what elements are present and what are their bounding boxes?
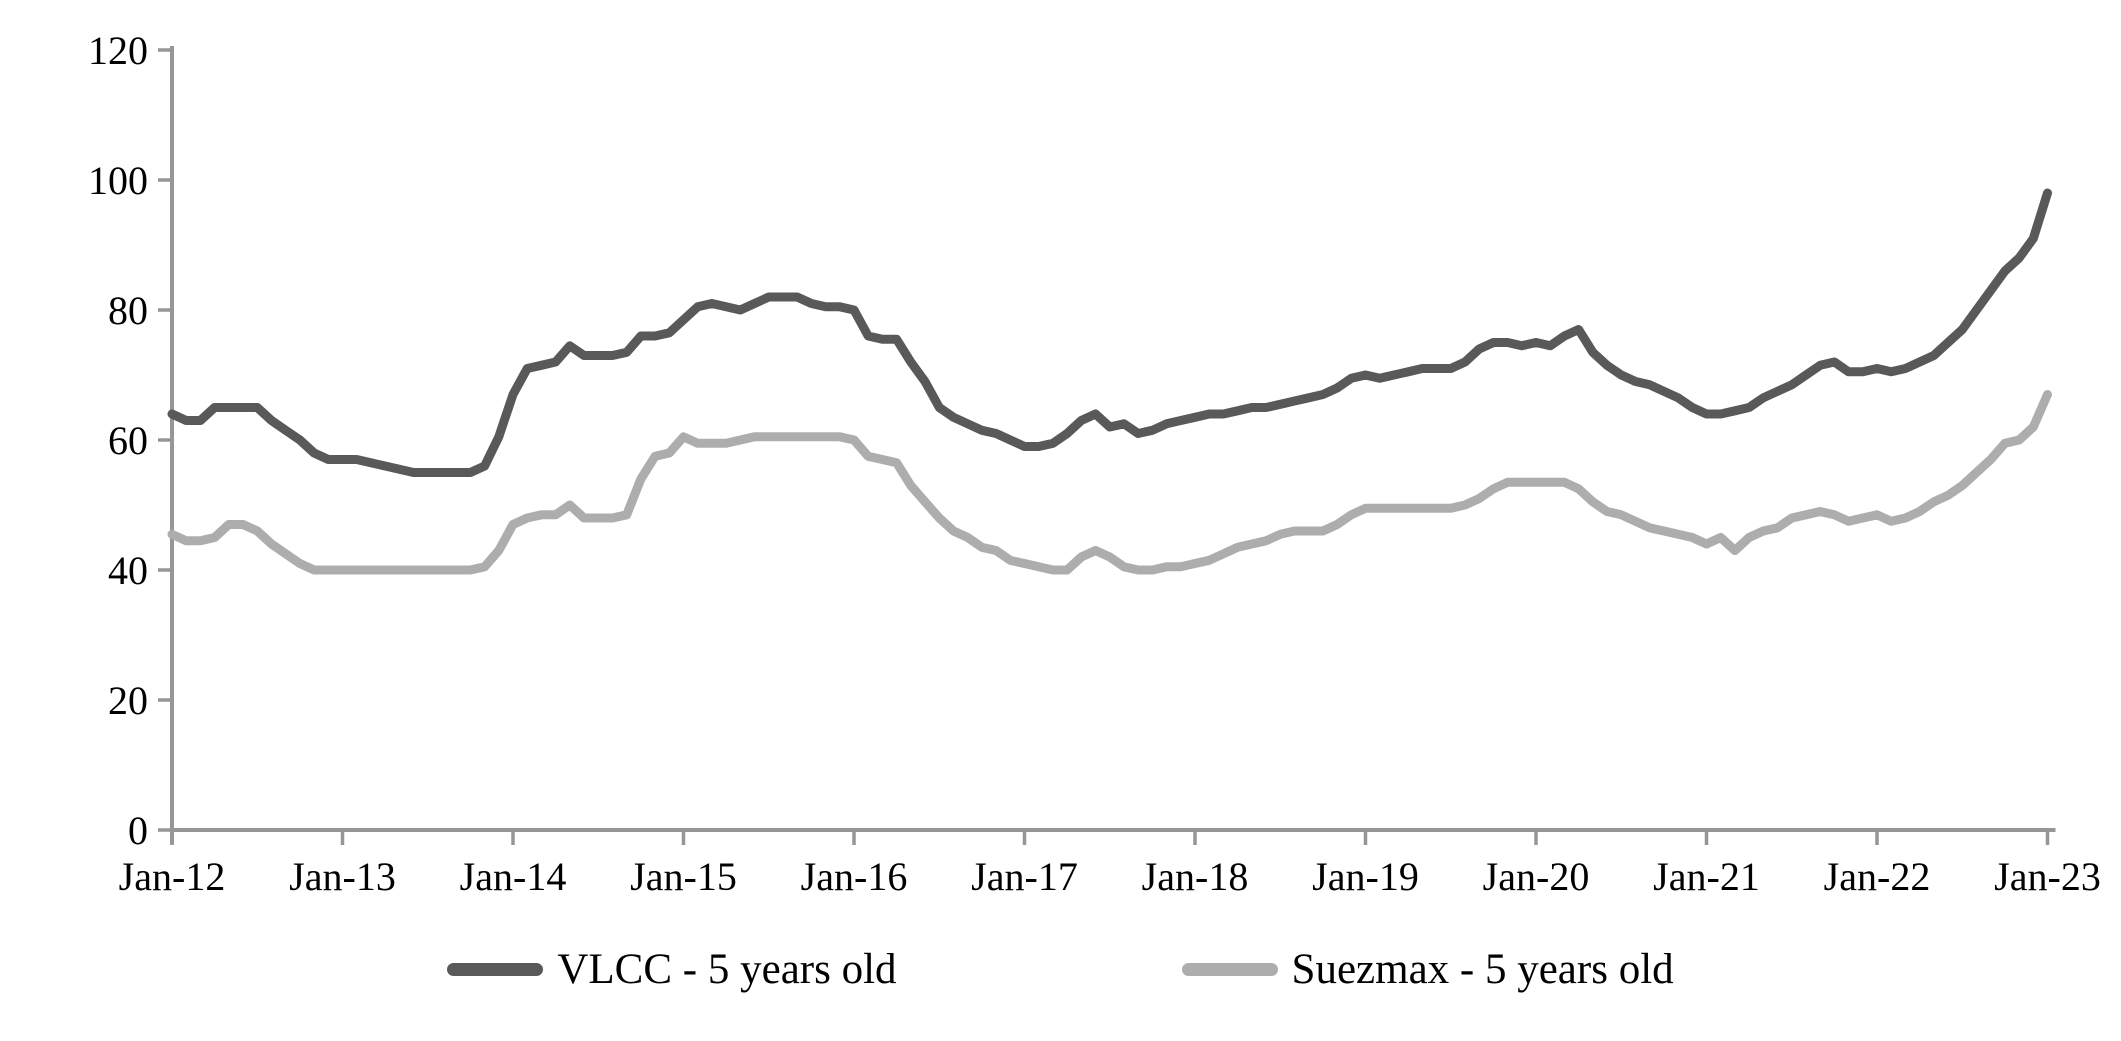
vlcc-line-swatch <box>447 963 544 976</box>
vlcc-series-line <box>167 188 2052 477</box>
x-tick-label-Jan-21: Jan-21 <box>1653 854 1760 899</box>
x-tick-label-Jan-20: Jan-20 <box>1483 854 1590 899</box>
y-tick-label-120: 120 <box>88 28 148 73</box>
y-tick-label-80: 80 <box>108 288 148 333</box>
x-tick-label-Jan-23: Jan-23 <box>1994 854 2101 899</box>
legend-item-vlcc: VLCC - 5 years old <box>447 946 897 993</box>
legend-item-suezmax: Suezmax - 5 years old <box>1181 946 1674 993</box>
x-tick-label-Jan-15: Jan-15 <box>630 854 737 899</box>
x-tick-label-Jan-12: Jan-12 <box>119 854 226 899</box>
y-tick-label-20: 20 <box>108 678 148 723</box>
x-tick-label-Jan-13: Jan-13 <box>289 854 396 899</box>
chart-legend: VLCC - 5 years old Suezmax - 5 years old <box>0 948 2121 991</box>
suezmax-series-line <box>167 390 2052 575</box>
x-tick-label-Jan-14: Jan-14 <box>460 854 567 899</box>
y-tick-label-40: 40 <box>108 548 148 593</box>
x-tick-label-Jan-16: Jan-16 <box>801 854 908 899</box>
line-chart-canvas: 0 20 40 60 80 100 120 Jan-12 Jan-13 Jan-14 Jan-15 J… <box>88 28 2101 899</box>
x-tick-label-Jan-22: Jan-22 <box>1824 854 1931 899</box>
suezmax-legend-label: Suezmax - 5 years old <box>1291 946 1674 993</box>
y-tick-label-0: 0 <box>128 808 148 853</box>
y-tick-label-60: 60 <box>108 418 148 463</box>
x-tick-label-Jan-19: Jan-19 <box>1312 854 1419 899</box>
suezmax-line-swatch <box>1181 963 1278 976</box>
x-tick-label-Jan-17: Jan-17 <box>971 854 1078 899</box>
x-tick-label-Jan-18: Jan-18 <box>1142 854 1249 899</box>
vlcc-legend-label: VLCC - 5 years old <box>557 946 897 993</box>
y-tick-label-100: 100 <box>88 158 148 203</box>
